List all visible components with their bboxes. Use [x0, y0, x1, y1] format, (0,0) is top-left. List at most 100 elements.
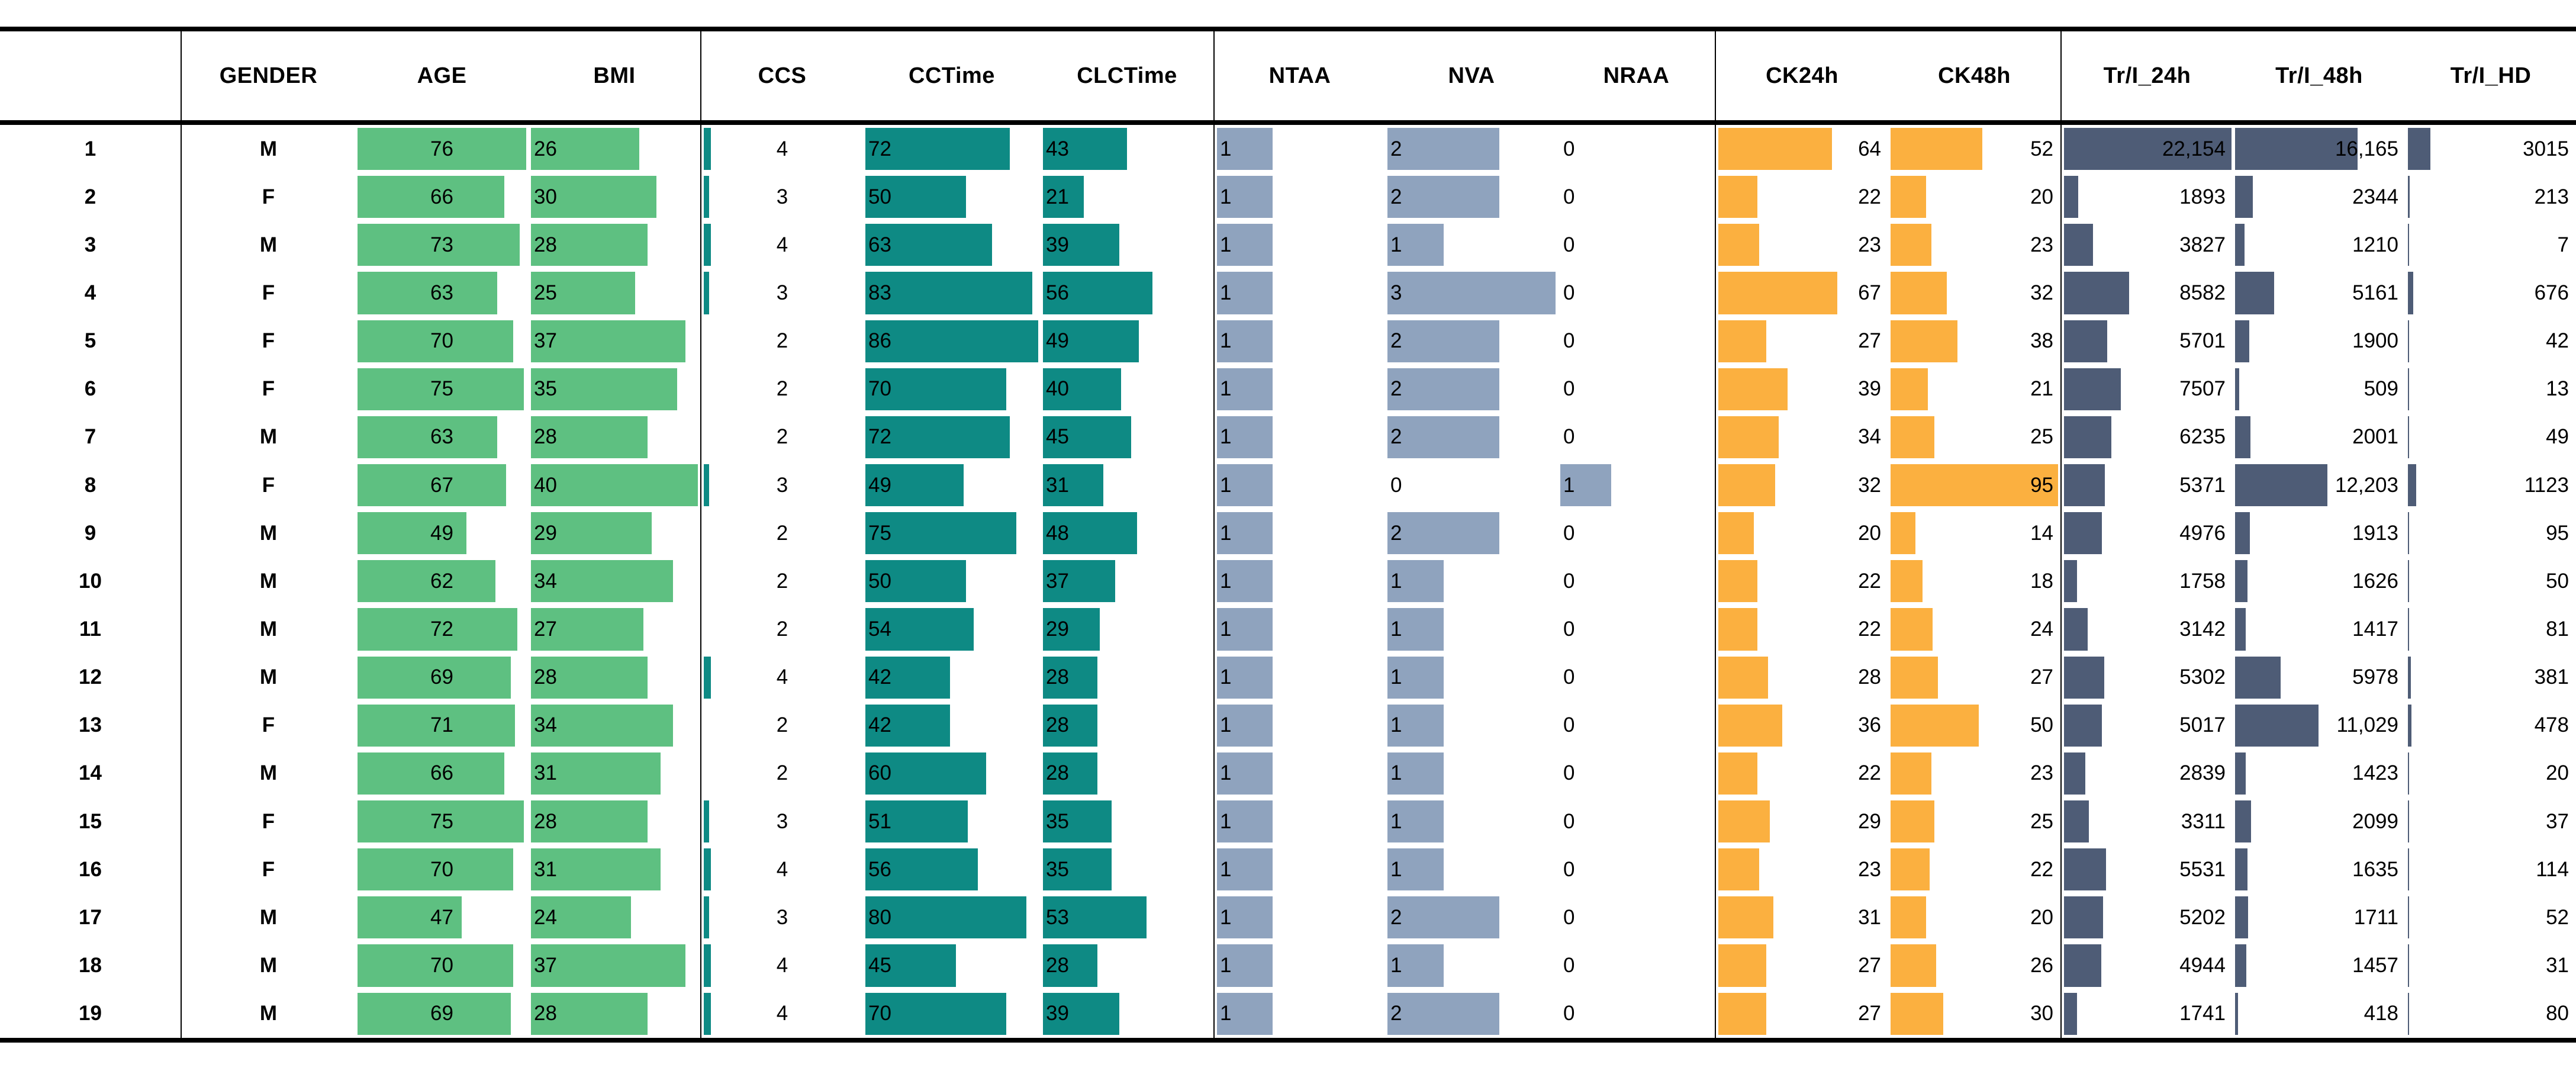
ck48h-bar [1891, 608, 1933, 651]
cell-cctime: 42 [863, 702, 1041, 750]
age-value: 75 [430, 809, 453, 833]
tri24h-bar [2064, 464, 2105, 507]
ck24h-value: 32 [1858, 473, 1881, 497]
nva-bar [1387, 992, 1499, 1035]
table-row-16: 16 F 70 31 4 56 35 1 1 0 23 22 5531 1635 114 [0, 845, 2576, 894]
clctime-value: 45 [1046, 425, 1069, 449]
cell-idx: 14 [0, 750, 181, 797]
cell-gender: F [181, 845, 355, 894]
ntaa-value: 1 [1220, 329, 1232, 353]
cell-ck48h: 30 [1888, 990, 2060, 1038]
cell-age: 70 [355, 845, 529, 893]
idx-value: 8 [84, 473, 96, 497]
cell-trihd: 7 [2406, 221, 2576, 269]
age-value: 63 [430, 425, 453, 449]
ntaa-value: 1 [1220, 185, 1232, 208]
trihd-value: 80 [2546, 1002, 2569, 1025]
cctime-value: 49 [868, 473, 891, 497]
cell-tri24h: 1758 [2060, 557, 2233, 606]
tri24h-value: 3311 [2181, 809, 2226, 833]
ntaa-bar [1217, 320, 1273, 362]
cctime-bar [865, 512, 1016, 555]
cctime-bar [865, 224, 992, 266]
clctime-bar [1043, 656, 1097, 699]
bmi-bar [531, 848, 661, 891]
ntaa-value: 1 [1220, 569, 1232, 593]
trihd-value: 381 [2534, 665, 2569, 689]
cell-ntaa: 1 [1213, 365, 1385, 413]
tri48h-value: 2001 [2352, 425, 2398, 449]
column-header-cctime: CCTime [909, 63, 995, 88]
cctime-value: 50 [868, 569, 891, 593]
trihd-bar [2408, 992, 2409, 1035]
ntaa-bar [1217, 944, 1273, 987]
ck48h-bar [1891, 128, 1982, 171]
ccs-value: 4 [776, 1002, 788, 1025]
idx-value: 9 [84, 521, 96, 545]
cell-cctime: 70 [863, 365, 1041, 413]
clctime-bar [1043, 848, 1112, 891]
cell-ccs: 2 [700, 317, 863, 365]
tri48h-bar [2235, 752, 2246, 795]
cell-bmi: 35 [529, 365, 700, 413]
trihd-value: 50 [2546, 569, 2569, 593]
bmi-bar [531, 512, 652, 555]
ccs-bar [704, 272, 709, 314]
clctime-value: 35 [1046, 857, 1069, 881]
age-value: 69 [430, 665, 453, 689]
cctime-bar [865, 368, 1006, 410]
nraa-value: 0 [1563, 761, 1575, 785]
table-row-6: 6 F 75 35 2 70 40 1 2 0 39 21 7507 509 13 [0, 365, 2576, 413]
clctime-bar [1043, 992, 1119, 1035]
cell-cctime: 42 [863, 654, 1041, 702]
cell-gender: M [181, 749, 355, 797]
age-bar [358, 944, 513, 987]
cell-trihd: 114 [2406, 845, 2576, 893]
cell-tri24h: 5017 [2060, 701, 2233, 750]
cell-ck48h: 38 [1888, 317, 2060, 365]
gender-value: F [262, 857, 275, 881]
idx-value: 3 [84, 233, 96, 256]
cell-ck48h: 52 [1888, 125, 2060, 173]
cell-cctime: 72 [863, 413, 1041, 461]
cell-tri24h: 4944 [2060, 941, 2233, 990]
clctime-value: 39 [1046, 233, 1069, 256]
tri24h-bar [2064, 272, 2129, 314]
idx-value: 11 [79, 617, 101, 641]
gender-value: F [262, 473, 275, 497]
ccs-value: 3 [776, 809, 788, 833]
tri24h-value: 2839 [2179, 761, 2226, 785]
clctime-value: 43 [1046, 137, 1069, 160]
cctime-value: 80 [868, 905, 891, 929]
ck48h-bar [1891, 944, 1936, 987]
bmi-bar [531, 992, 648, 1035]
clctime-value: 28 [1046, 713, 1069, 737]
ck24h-value: 20 [1858, 521, 1881, 545]
tri48h-value: 1423 [2352, 761, 2398, 785]
ck48h-value: 50 [2030, 713, 2053, 737]
nraa-value: 0 [1563, 521, 1575, 545]
clctime-value: 37 [1046, 569, 1069, 593]
cell-clctime: 45 [1041, 413, 1213, 461]
cell-idx: 15 [0, 797, 181, 845]
bmi-value: 37 [534, 953, 557, 977]
age-bar [358, 704, 515, 747]
cell-cctime: 83 [863, 269, 1041, 317]
cell-clctime: 53 [1041, 893, 1213, 941]
cell-clctime: 40 [1041, 365, 1213, 413]
cell-idx: 1 [0, 125, 181, 173]
ck24h-value: 29 [1858, 809, 1881, 833]
age-bar [358, 272, 497, 314]
cctime-value: 86 [868, 329, 891, 353]
cell-ck24h: 39 [1715, 365, 1888, 413]
ck24h-value: 36 [1858, 713, 1881, 737]
tri48h-value: 5161 [2352, 281, 2398, 304]
cctime-value: 42 [868, 665, 891, 689]
bmi-value: 28 [534, 425, 557, 449]
tri24h-value: 22,154 [2162, 137, 2226, 160]
cell-ck24h: 29 [1715, 797, 1888, 846]
cell-ccs: 3 [700, 893, 863, 942]
ck48h-value: 52 [2030, 137, 2053, 160]
trihd-bar [2408, 176, 2410, 218]
cell-ck24h: 20 [1715, 509, 1888, 558]
